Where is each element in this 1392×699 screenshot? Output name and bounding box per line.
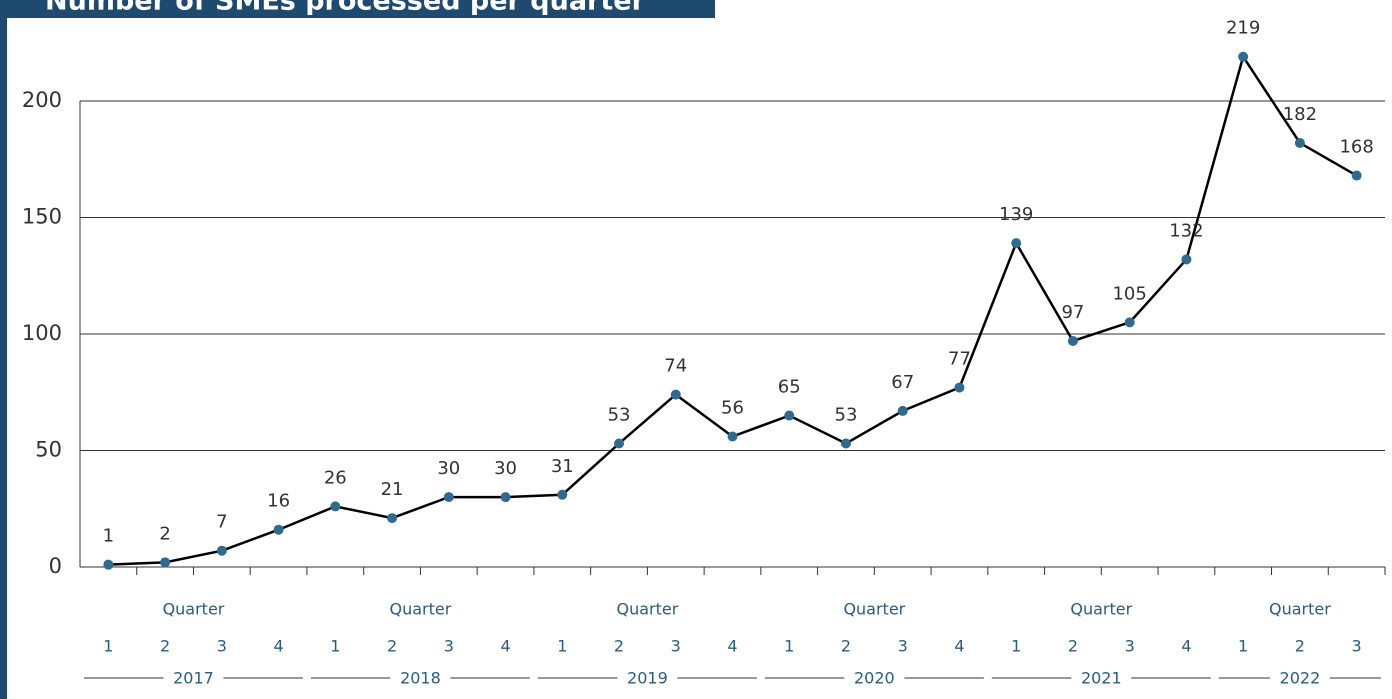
point	[103, 559, 114, 570]
data-label: 26	[324, 467, 347, 488]
data-label: 56	[721, 398, 744, 419]
group-title: Quarter	[1269, 600, 1331, 619]
x-tick-label: 4	[1181, 637, 1191, 656]
x-tick-label: 4	[500, 637, 510, 656]
x-tick-label: 2	[160, 637, 170, 656]
data-label: 67	[891, 372, 914, 393]
x-tick-label: 1	[1238, 637, 1248, 656]
data-label: 74	[664, 356, 687, 377]
point	[330, 501, 341, 512]
group-label: 2018	[400, 669, 441, 688]
x-tick-label: 3	[1352, 637, 1362, 656]
group-label: 2022	[1280, 669, 1321, 688]
group-label: 2019	[627, 669, 668, 688]
y-tick-label: 100	[22, 321, 62, 345]
point	[1011, 238, 1022, 249]
point	[1351, 170, 1362, 181]
x-tick-label: 1	[103, 637, 113, 656]
x-tick-label: 1	[784, 637, 794, 656]
data-label: 31	[551, 456, 574, 477]
group-title: Quarter	[163, 600, 225, 619]
data-label: 132	[1169, 220, 1203, 241]
point	[387, 513, 398, 524]
series-line	[108, 53, 1358, 566]
point	[160, 557, 171, 568]
data-label: 7	[216, 512, 227, 533]
data-label: 21	[381, 479, 404, 500]
x-tick-label: 1	[557, 637, 567, 656]
x-tick-label: 4	[273, 637, 283, 656]
x-tick-label: 4	[727, 637, 737, 656]
data-label: 53	[835, 405, 858, 426]
data-label: 65	[778, 377, 801, 398]
point	[954, 382, 965, 393]
x-tick-label: 2	[387, 637, 397, 656]
data-label: 97	[1061, 302, 1084, 323]
x-tick-label: 3	[671, 637, 681, 656]
point	[1238, 51, 1249, 62]
point	[1181, 254, 1192, 265]
data-label: 168	[1339, 137, 1373, 158]
group-title: Quarter	[390, 600, 452, 619]
y-tick-label: 50	[35, 438, 62, 462]
y-tick-label: 0	[49, 554, 62, 578]
x-tick-label: 2	[1295, 637, 1305, 656]
x-tick-label: 2	[841, 637, 851, 656]
y-tick-label: 150	[22, 205, 62, 229]
point	[1067, 335, 1078, 346]
data-label: 139	[999, 204, 1033, 225]
left-border	[0, 0, 7, 699]
data-label: 105	[1112, 283, 1146, 304]
point	[897, 405, 908, 416]
point	[1124, 317, 1135, 328]
x-tick-label: 3	[1125, 637, 1135, 656]
group-label: 2021	[1081, 669, 1122, 688]
x-tick-label: 2	[614, 637, 624, 656]
data-label: 30	[494, 458, 517, 479]
x-tick-label: 4	[954, 637, 964, 656]
data-label: 16	[267, 491, 290, 512]
x-tick-label: 3	[898, 637, 908, 656]
point	[1294, 137, 1305, 148]
data-label: 1	[103, 526, 114, 547]
group-title: Quarter	[1070, 600, 1132, 619]
group-title: Quarter	[843, 600, 905, 619]
chart-title: Number of SMEs processed per quarter	[45, 0, 646, 17]
point	[840, 438, 851, 449]
point	[670, 389, 681, 400]
group-label: 2020	[854, 669, 895, 688]
point	[443, 492, 454, 503]
data-label: 77	[948, 349, 971, 370]
group-label: 2017	[173, 669, 214, 688]
point	[614, 438, 625, 449]
point	[216, 545, 227, 556]
point	[500, 492, 511, 503]
x-tick-label: 1	[330, 637, 340, 656]
data-label: 219	[1226, 18, 1260, 39]
point	[273, 524, 284, 535]
data-label: 30	[437, 458, 460, 479]
x-tick-label: 1	[1011, 637, 1021, 656]
title-box	[0, 0, 715, 18]
point	[557, 489, 568, 500]
x-tick-label: 2	[1068, 637, 1078, 656]
group-title: Quarter	[616, 600, 678, 619]
y-tick-label: 200	[22, 88, 62, 112]
x-tick-label: 3	[217, 637, 227, 656]
data-label: 53	[608, 405, 631, 426]
data-label: 182	[1283, 104, 1317, 125]
x-tick-label: 3	[444, 637, 454, 656]
data-label: 2	[159, 523, 170, 544]
point	[727, 431, 738, 442]
point	[784, 410, 795, 421]
